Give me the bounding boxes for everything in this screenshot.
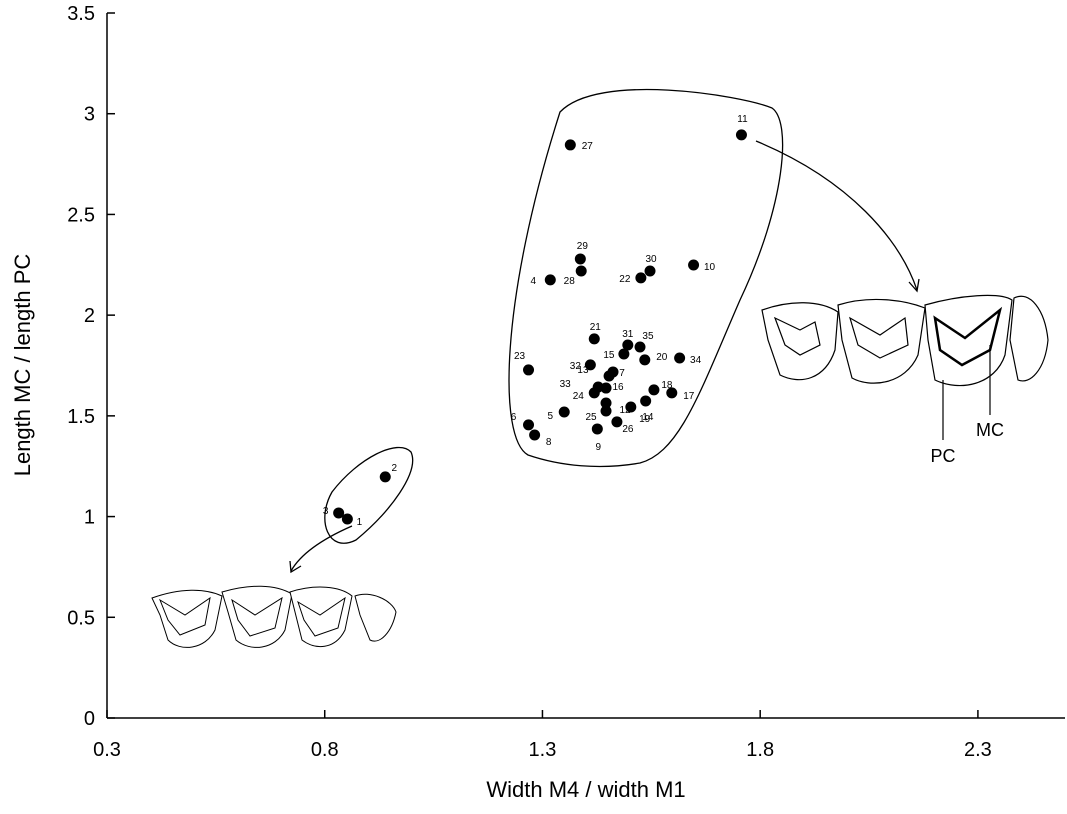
y-tick-label: 0.5 (67, 607, 95, 629)
point (688, 259, 700, 271)
point-label: 7 (619, 368, 625, 379)
point-label: 2 (391, 463, 397, 474)
point (575, 265, 587, 277)
point (333, 507, 345, 519)
point (523, 364, 535, 376)
y-tick-label: 2 (84, 305, 95, 327)
group-outline (324, 446, 414, 544)
point-label: 35 (642, 331, 654, 342)
point-label: 28 (564, 276, 576, 287)
enclosures (289, 88, 920, 574)
x-tick-label: 0.8 (311, 739, 339, 761)
point-label: 21 (590, 322, 602, 333)
y-axis-title: Length MC / length PC (10, 254, 35, 477)
point (523, 419, 535, 431)
point-label: 18 (661, 380, 673, 391)
point-label: 1 (357, 517, 363, 528)
point (588, 333, 600, 345)
point (634, 341, 646, 353)
y-tick-label: 0 (84, 708, 95, 730)
point (639, 354, 651, 366)
y-tick-label: 3 (84, 104, 95, 126)
point-label: 4 (531, 276, 537, 287)
point (666, 387, 678, 399)
point-label: 34 (690, 355, 702, 366)
point-label: 24 (573, 391, 585, 402)
point (544, 274, 556, 286)
point (591, 423, 603, 435)
point-label: 11 (737, 114, 748, 125)
point (564, 139, 576, 151)
point-label: 5 (547, 411, 553, 422)
point (592, 381, 604, 393)
point-label: 19 (639, 414, 651, 425)
point-label: 26 (622, 424, 634, 435)
point (622, 339, 634, 351)
point (735, 129, 747, 141)
point-label: 30 (645, 254, 657, 265)
y-tick-label: 2.5 (67, 204, 95, 226)
point-label: 6 (511, 412, 517, 423)
y-tick-label: 1 (84, 507, 95, 529)
point-label: 29 (577, 241, 589, 252)
point (625, 401, 637, 413)
point (341, 513, 353, 525)
annotation: PC (930, 446, 955, 466)
point-label: 13 (577, 365, 589, 376)
point-label: 10 (704, 262, 716, 273)
point-label: 20 (656, 352, 668, 363)
point-label: 9 (596, 442, 602, 453)
point (607, 366, 619, 378)
point-label: 15 (603, 350, 615, 361)
point (618, 348, 630, 360)
teeth-large (761, 294, 1049, 440)
arrow (290, 525, 353, 572)
arrow-head (908, 278, 920, 293)
point-label: 32 (570, 361, 582, 372)
y-tick-label: 3.5 (67, 3, 95, 25)
point (529, 429, 541, 441)
point-label: 25 (585, 412, 597, 423)
point-label: 27 (582, 141, 594, 152)
x-tick-label: 1.8 (746, 739, 774, 761)
arrow (755, 140, 918, 291)
point (558, 406, 570, 418)
point (648, 384, 660, 396)
x-tick-label: 1.3 (529, 739, 557, 761)
point-label: 12 (619, 405, 631, 416)
point (635, 272, 647, 284)
point-label: 23 (514, 351, 526, 362)
teeth-small (151, 585, 397, 648)
point (674, 352, 686, 364)
point (611, 416, 623, 428)
arrow-head (289, 560, 302, 574)
point (584, 359, 596, 371)
x-axis-title: Width M4 / width M1 (486, 777, 685, 802)
point-label: 3 (323, 506, 329, 517)
point (574, 253, 586, 265)
group-outline (508, 88, 784, 468)
x-tick-label: 0.3 (93, 739, 121, 761)
point (640, 395, 652, 407)
point (644, 265, 656, 277)
point (379, 471, 391, 483)
x-tick-label: 2.3 (964, 739, 992, 761)
point-label: 22 (619, 274, 631, 285)
point-label: 17 (683, 391, 695, 402)
point-label: 33 (560, 379, 572, 390)
point (600, 405, 612, 417)
y-tick-label: 1.5 (67, 406, 95, 428)
annotation: MC (976, 420, 1004, 440)
point-label: 14 (642, 412, 654, 423)
point-label: 8 (546, 437, 552, 448)
point-label: 31 (622, 329, 634, 340)
point (600, 397, 612, 409)
point-label: 16 (612, 382, 624, 393)
